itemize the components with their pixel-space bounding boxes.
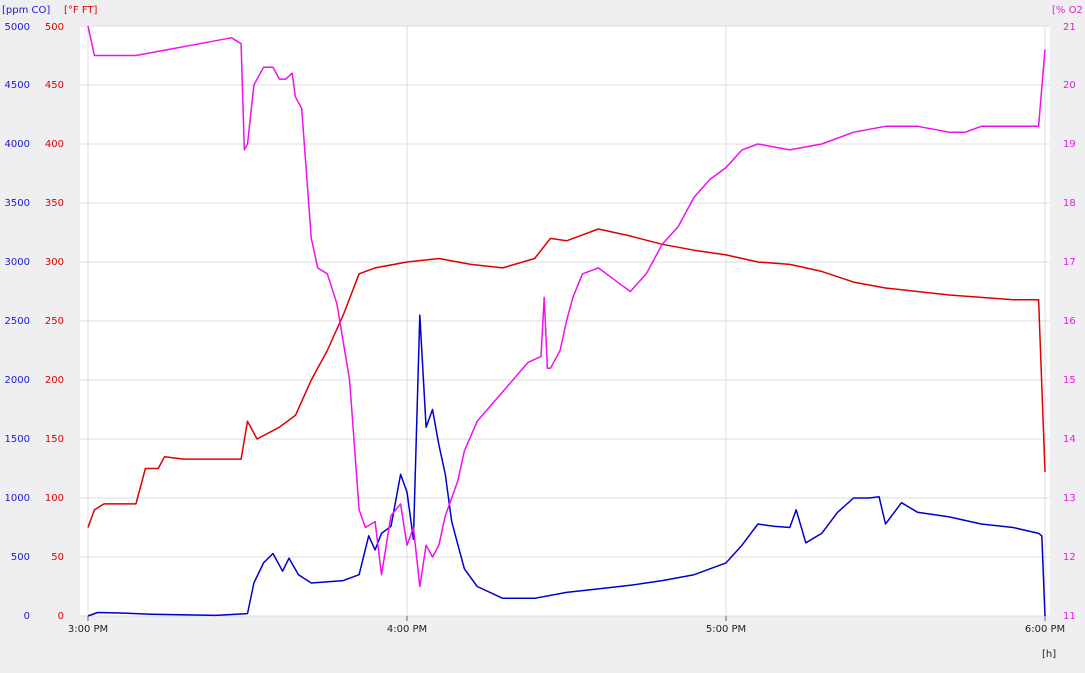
- co-tick-label: 4500: [5, 80, 30, 91]
- temp-tick-label: 50: [51, 552, 64, 563]
- temp-tick-label: 200: [45, 375, 64, 386]
- o2-axis-label: [% O2: [1052, 5, 1083, 16]
- co-tick-label: 3500: [5, 198, 30, 209]
- co-tick-label: 4000: [5, 139, 30, 150]
- co-tick-label: 1000: [5, 493, 30, 504]
- x-tick-label: 5:00 PM: [706, 624, 746, 635]
- o2-tick-label: 17: [1063, 257, 1076, 268]
- co-axis-label: [ppm CO]: [2, 5, 50, 16]
- co-tick-label: 0: [24, 611, 30, 622]
- x-tick-label: 4:00 PM: [387, 624, 427, 635]
- temp-tick-label: 250: [45, 316, 64, 327]
- temp-tick-label: 300: [45, 257, 64, 268]
- o2-tick-label: 20: [1063, 80, 1076, 91]
- temp-tick-label: 150: [45, 434, 64, 445]
- co-tick-label: 5000: [5, 22, 30, 33]
- temp-tick-label: 350: [45, 198, 64, 209]
- series-layer: [87, 25, 1046, 617]
- axis-layer: 0 0 11 500 50 12 1000 100 13 1500 150 14 2000 200 15 25…: [5, 22, 1076, 635]
- temp-axis-label: [°F FT]: [64, 5, 98, 16]
- co-tick-label: 3000: [5, 257, 30, 268]
- temp-tick-label: 0: [58, 611, 64, 622]
- o2-tick-label: 11: [1063, 611, 1076, 622]
- temp-tick-label: 100: [45, 493, 64, 504]
- temp-tick-label: 400: [45, 139, 64, 150]
- co-tick-label: 500: [11, 552, 30, 563]
- temp-series-line: [87, 228, 1046, 528]
- o2-tick-label: 15: [1063, 375, 1076, 386]
- x-tick-label: 6:00 PM: [1025, 624, 1065, 635]
- x-unit-label: [h]: [1042, 649, 1056, 660]
- x-tick-label: 3:00 PM: [68, 624, 108, 635]
- co-tick-label: 1500: [5, 434, 30, 445]
- temp-tick-label: 500: [45, 22, 64, 33]
- co-tick-label: 2000: [5, 375, 30, 386]
- co-series-line: [87, 314, 1046, 617]
- o2-tick-label: 12: [1063, 552, 1076, 563]
- grid-layer: [80, 25, 1050, 617]
- o2-tick-label: 18: [1063, 198, 1076, 209]
- o2-tick-label: 21: [1063, 22, 1076, 33]
- o2-tick-label: 13: [1063, 493, 1076, 504]
- o2-series-line: [87, 25, 1046, 588]
- co-tick-label: 2500: [5, 316, 30, 327]
- temp-tick-label: 450: [45, 80, 64, 91]
- o2-tick-label: 19: [1063, 139, 1076, 150]
- o2-tick-label: 16: [1063, 316, 1076, 327]
- o2-tick-label: 14: [1063, 434, 1076, 445]
